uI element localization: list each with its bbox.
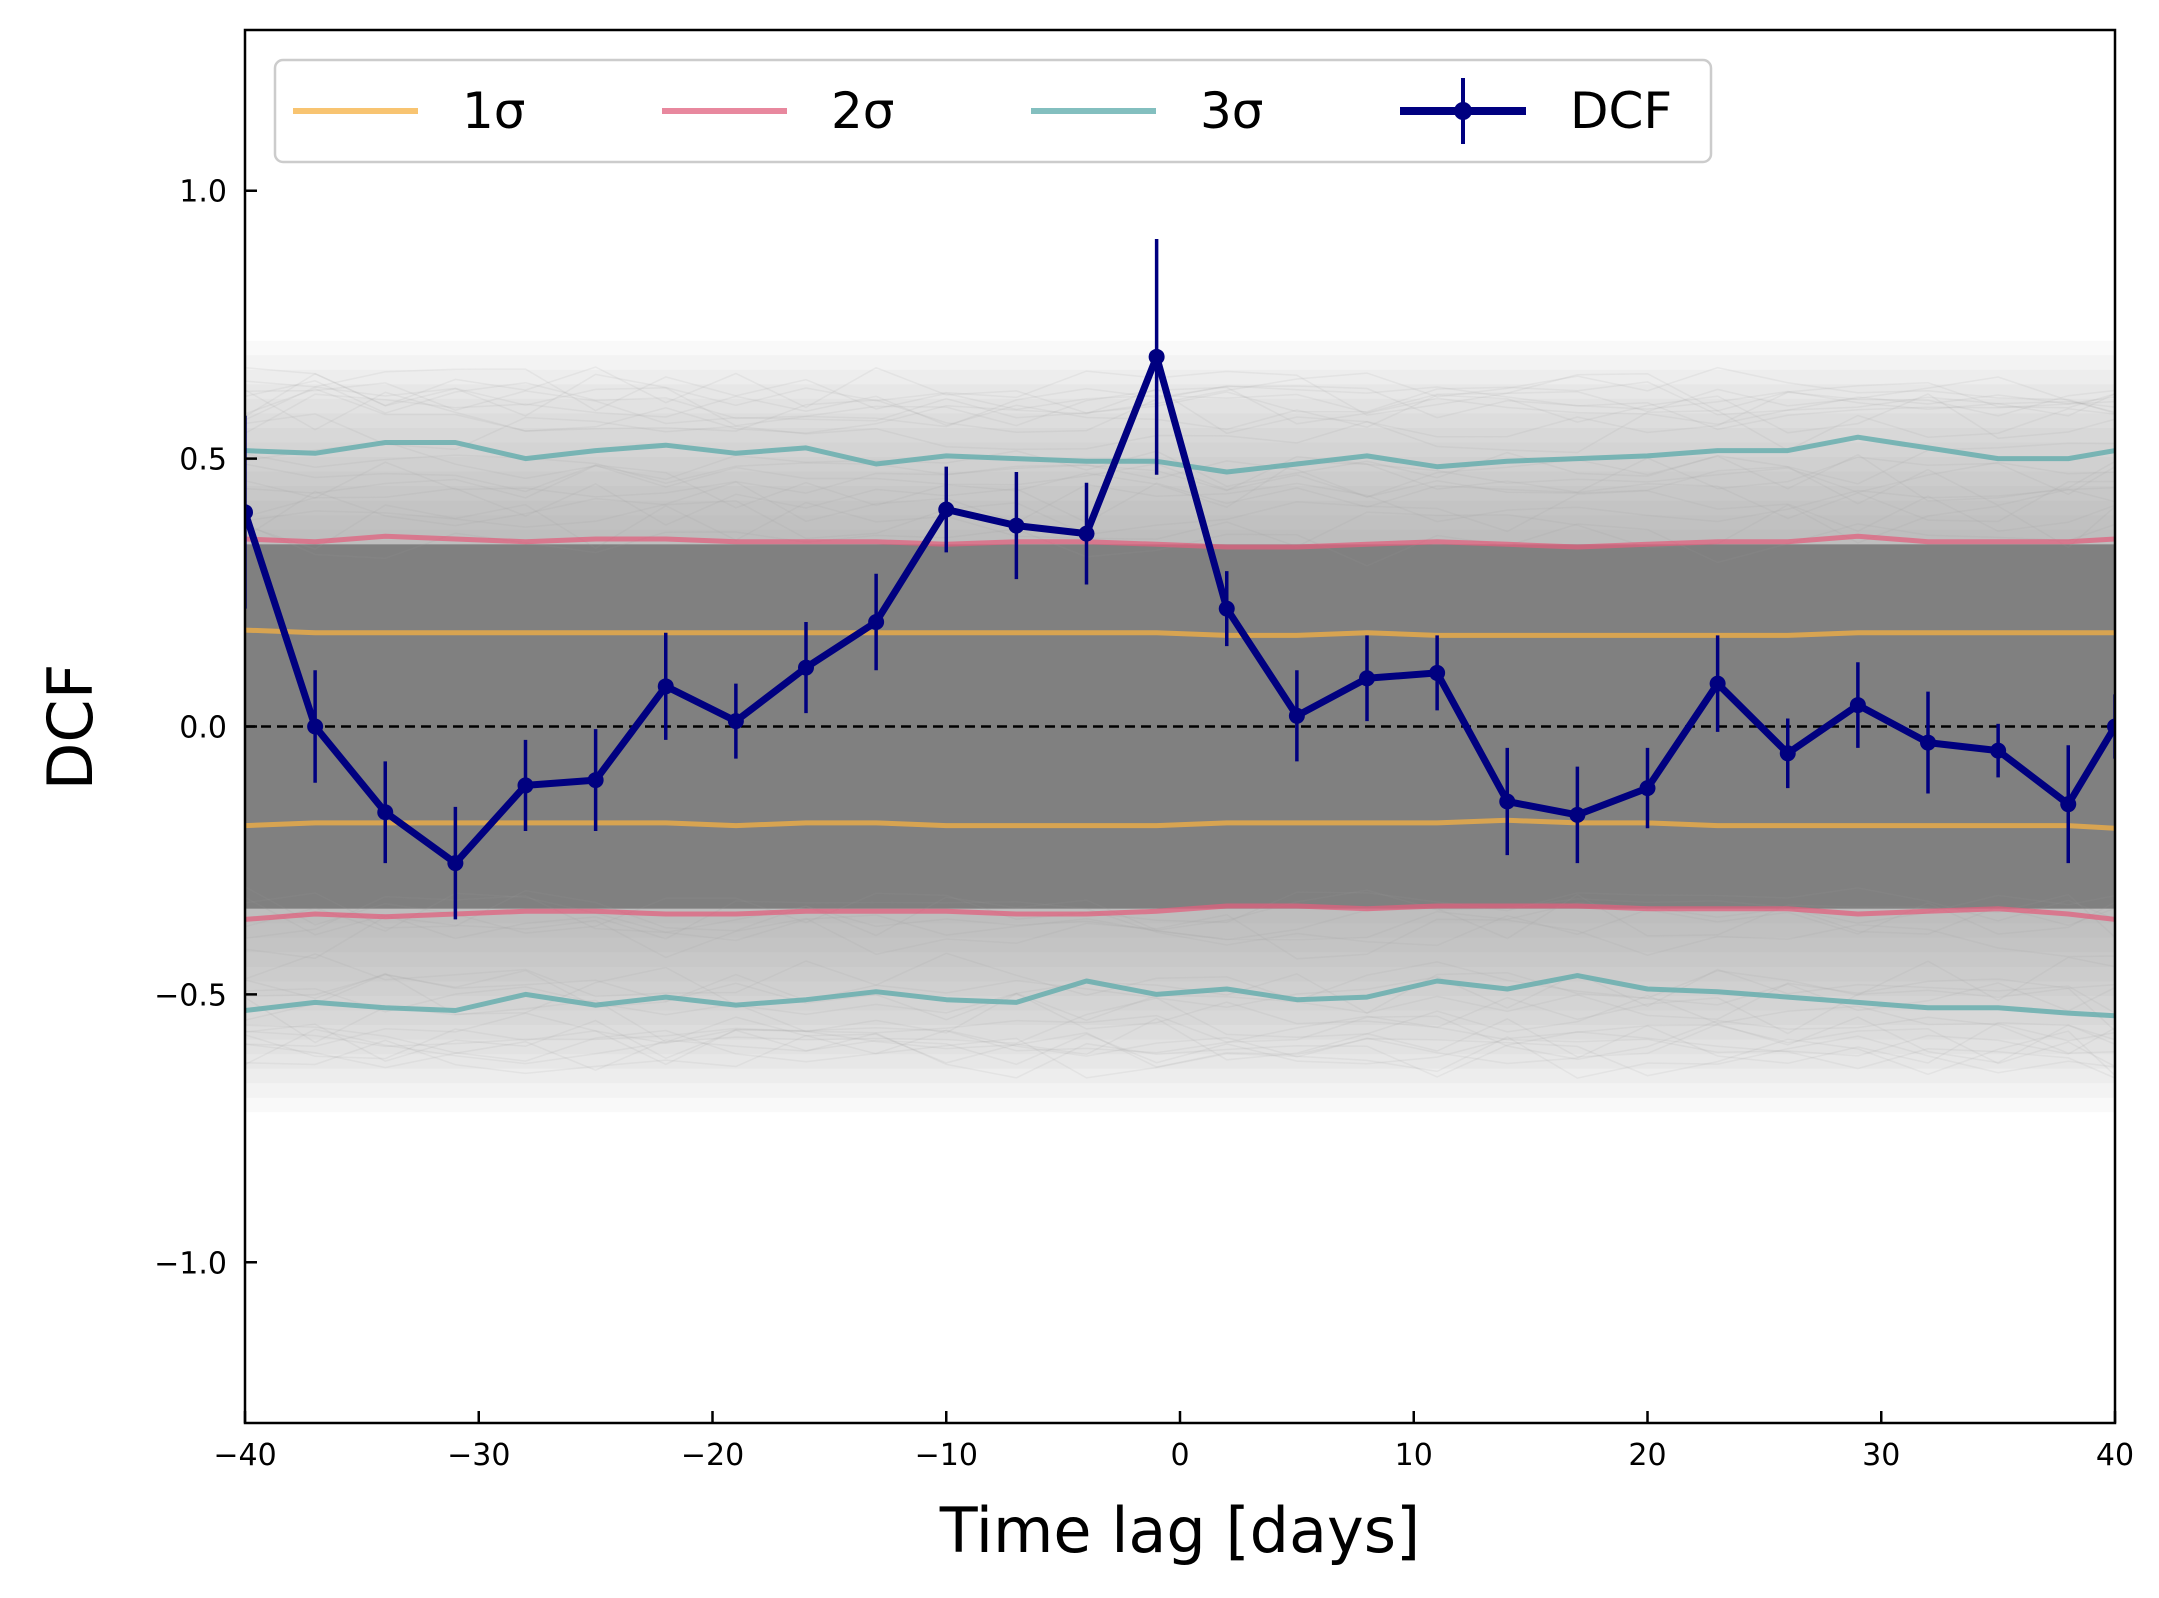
dcf-point bbox=[1920, 734, 1936, 751]
sigma3-upper-line bbox=[245, 434, 2115, 475]
simulated-trace bbox=[245, 370, 2115, 418]
dcf-point bbox=[1288, 707, 1305, 724]
x-tick-label: 30 bbox=[1862, 1438, 1900, 1473]
x-tick-label: 0 bbox=[1170, 1438, 1189, 1473]
dcf-point bbox=[1639, 780, 1656, 797]
y-tick-label: −0.5 bbox=[154, 978, 227, 1013]
dcf-point bbox=[1078, 525, 1095, 542]
dcf-point bbox=[2060, 796, 2077, 813]
simulated-trace bbox=[245, 914, 2115, 960]
simulated-trace bbox=[245, 1024, 2115, 1068]
dcf-point bbox=[1849, 697, 1866, 714]
simulated-trace bbox=[245, 886, 2115, 934]
x-axis-title: Time lag [days] bbox=[939, 1494, 1420, 1567]
legend-3sigma-label: 3σ bbox=[1200, 82, 1264, 140]
dcf-point bbox=[1569, 806, 1586, 823]
legend-dcf-label: DCF bbox=[1570, 82, 1672, 140]
simulated-trace bbox=[245, 385, 2115, 428]
simulated-trace bbox=[245, 385, 2115, 434]
x-tick-label: 20 bbox=[1628, 1438, 1666, 1473]
y-axis-ticks: −1.0 −0.5 0.0 0.5 1.0 bbox=[154, 175, 257, 1281]
simulated-trace bbox=[245, 1034, 2115, 1079]
sigma-lines bbox=[245, 434, 2115, 1019]
dcf-point bbox=[727, 713, 744, 730]
dcf-point bbox=[1218, 600, 1235, 617]
dcf-point bbox=[1779, 745, 1796, 762]
simulated-trace bbox=[245, 994, 2115, 1044]
simulated-trace bbox=[245, 1031, 2115, 1079]
x-tick-label: −30 bbox=[447, 1438, 510, 1473]
sigma2-upper-line bbox=[245, 533, 2115, 550]
dcf-point bbox=[798, 659, 814, 676]
legend-dcf-marker bbox=[1454, 102, 1472, 120]
dcf-point bbox=[517, 777, 534, 794]
dcf-point bbox=[377, 804, 394, 821]
dcf-point bbox=[868, 614, 885, 631]
y-tick-label: 0.5 bbox=[179, 443, 227, 478]
x-tick-label: −20 bbox=[681, 1438, 744, 1473]
simulated-trace bbox=[245, 1014, 2115, 1061]
simulated-trace bbox=[245, 968, 2115, 1014]
dcf-point bbox=[1148, 348, 1165, 365]
x-tick-label: 10 bbox=[1395, 1438, 1433, 1473]
dcf-series bbox=[245, 238, 2115, 920]
simulated-trace bbox=[245, 1019, 2115, 1066]
dcf-point bbox=[307, 718, 324, 735]
y-tick-label: 1.0 bbox=[179, 175, 227, 210]
x-tick-label: −40 bbox=[213, 1438, 276, 1473]
simulated-trace bbox=[245, 408, 2115, 454]
simulated-trace bbox=[245, 381, 2115, 425]
simulated-trace bbox=[245, 952, 2115, 1002]
simulated-trace bbox=[245, 366, 2115, 415]
dcf-point bbox=[1990, 742, 2007, 759]
legend-2sigma-label: 2σ bbox=[831, 82, 895, 140]
simulated-trace bbox=[245, 1028, 2115, 1077]
dcf-point bbox=[1429, 664, 1446, 681]
dcf-line bbox=[245, 353, 2115, 867]
simulated-trace bbox=[245, 889, 2115, 937]
dcf-point bbox=[447, 855, 464, 872]
simulated-trace bbox=[245, 1016, 2115, 1066]
simulated-trace bbox=[245, 986, 2115, 1035]
dcf-point bbox=[1359, 670, 1375, 687]
x-axis-ticks: −40 −30 −20 −10 0 10 20 30 40 bbox=[213, 1411, 2134, 1473]
legend-1sigma-label: 1σ bbox=[462, 82, 526, 140]
dcf-point bbox=[1709, 675, 1726, 692]
y-tick-label: 0.0 bbox=[179, 711, 227, 746]
simulated-trace bbox=[245, 490, 2115, 540]
simulated-trace bbox=[245, 368, 2115, 414]
simulated-trace bbox=[245, 973, 2115, 1022]
dcf-point bbox=[657, 678, 674, 695]
simulated-trace bbox=[245, 380, 2115, 427]
dcf-point bbox=[587, 772, 604, 789]
sigma3-lower-line bbox=[245, 973, 2115, 1019]
plot-area bbox=[245, 238, 2115, 1113]
sigma1-upper-line bbox=[245, 627, 2115, 638]
dcf-point bbox=[938, 501, 955, 518]
dcf-point bbox=[245, 504, 253, 521]
y-axis-title: DCF bbox=[34, 664, 107, 791]
x-tick-label: 40 bbox=[2096, 1438, 2134, 1473]
simulated-trace bbox=[245, 892, 2115, 941]
simulated-trace bbox=[245, 896, 2115, 947]
x-tick-label: −10 bbox=[915, 1438, 978, 1473]
simulated-trace bbox=[245, 1012, 2115, 1057]
y-tick-label: −1.0 bbox=[154, 1246, 227, 1281]
simulated-trace bbox=[245, 388, 2115, 438]
legend: 1σ 2σ 3σ DCF bbox=[273, 58, 1713, 164]
dcf-point bbox=[1499, 793, 1516, 810]
simulated-trace bbox=[245, 523, 2115, 567]
simulated-trace bbox=[245, 501, 2115, 550]
sigma2-lower-line bbox=[245, 903, 2115, 922]
simulated-trace bbox=[245, 393, 2115, 440]
legend-box bbox=[273, 58, 1713, 164]
dcf-point bbox=[2107, 718, 2115, 735]
dcf-point bbox=[1008, 517, 1025, 534]
sigma1-lower-line bbox=[245, 817, 2115, 831]
